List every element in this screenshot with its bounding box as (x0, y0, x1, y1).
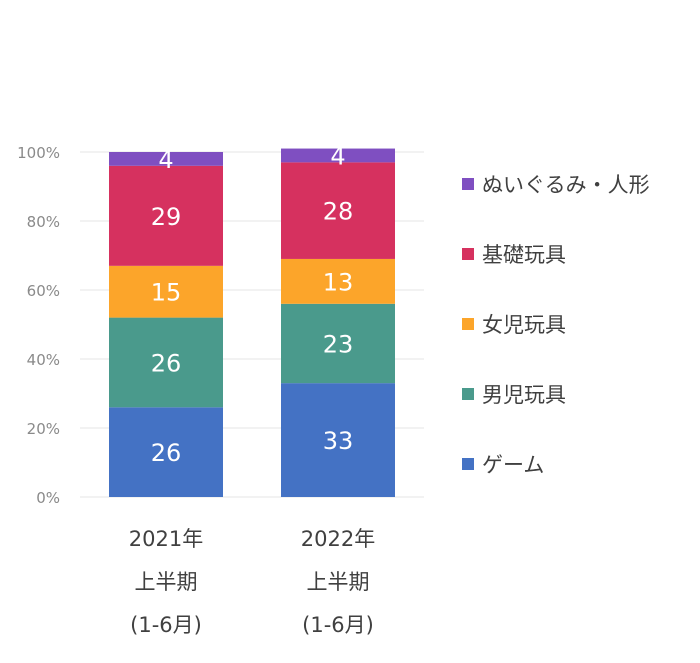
data-label: 23 (323, 330, 354, 358)
legend-item: 基礎玩具 (462, 243, 566, 267)
legend-swatch (462, 458, 474, 470)
bars (109, 148, 395, 497)
data-label: 15 (151, 279, 182, 307)
legend-item: 男児玩具 (462, 383, 566, 407)
y-tick-label: 100% (17, 144, 60, 162)
legend-swatch (462, 318, 474, 330)
y-tick-label: 80% (27, 213, 60, 231)
legend-label: 男児玩具 (482, 383, 566, 407)
x-category-label: 2022年 (301, 527, 375, 551)
bar-segment (109, 317, 223, 408)
legend-item: ゲーム (462, 453, 544, 477)
bar-segment (109, 152, 223, 166)
data-label: 13 (323, 268, 354, 296)
data-label: 26 (151, 349, 182, 377)
legend-swatch (462, 178, 474, 190)
legend-swatch (462, 388, 474, 400)
legend-swatch (462, 248, 474, 260)
bar-segment (109, 165, 223, 266)
data-label: 28 (323, 198, 354, 226)
bar-segment (281, 258, 395, 304)
bar-segment (109, 407, 223, 497)
bar-segment (281, 383, 395, 497)
data-labels: 26 26 15 29 4 33 23 13 28 4 (151, 142, 354, 467)
bar-segment (281, 162, 395, 259)
data-label: 4 (158, 146, 173, 174)
x-category-label: 上半期 (135, 570, 198, 594)
data-label: 33 (323, 427, 354, 455)
x-category-label: 2021年 (129, 527, 203, 551)
legend-item: 女児玩具 (462, 313, 566, 337)
y-tick-label: 20% (27, 420, 60, 438)
legend-label: ゲーム (482, 453, 544, 477)
x-category-label: (1-6月) (130, 613, 202, 637)
legend-label: ぬいぐるみ・人形 (482, 173, 650, 197)
legend-label: 基礎玩具 (482, 243, 566, 267)
data-label: 26 (151, 439, 182, 467)
y-tick-label: 40% (27, 351, 60, 369)
bar-segment (281, 303, 395, 384)
x-category-label: (1-6月) (302, 613, 374, 637)
x-category-label: 上半期 (307, 570, 370, 594)
data-label: 29 (151, 203, 182, 231)
bar-segment (109, 265, 223, 318)
bar-segment (281, 148, 395, 163)
legend-label: 女児玩具 (482, 313, 566, 337)
data-label: 4 (330, 142, 345, 170)
legend-item: ぬいぐるみ・人形 (462, 173, 650, 197)
y-axis-ticks: 0% 20% 40% 60% 80% 100% (17, 144, 60, 507)
y-tick-label: 0% (36, 489, 60, 507)
y-tick-label: 60% (27, 282, 60, 300)
